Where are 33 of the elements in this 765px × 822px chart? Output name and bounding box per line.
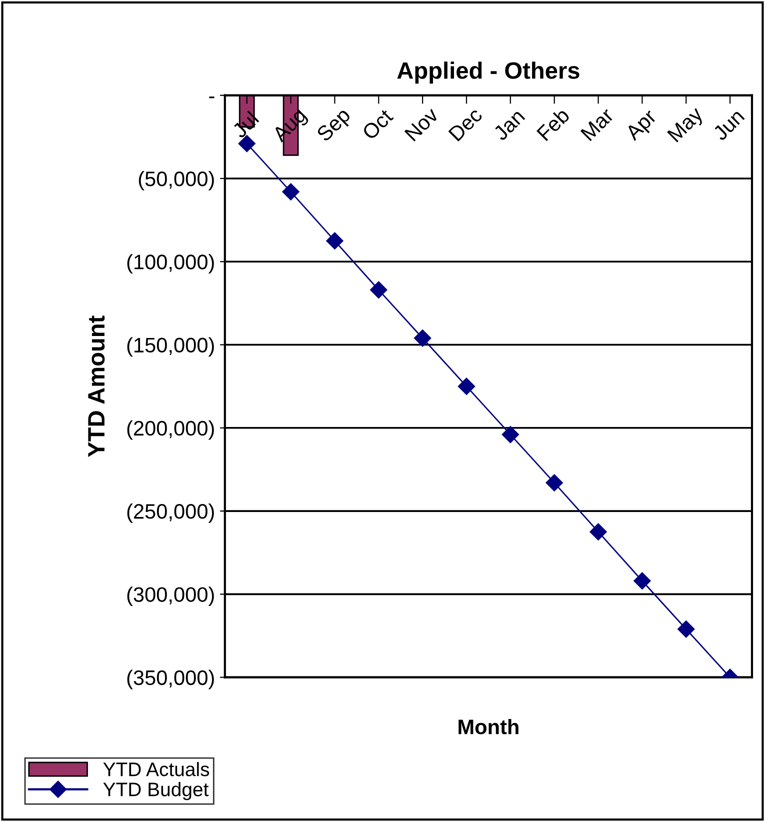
x-tick-label: Dec xyxy=(448,106,484,142)
chart-title: Applied - Others xyxy=(397,62,580,84)
x-tick-label: Nov xyxy=(404,106,440,142)
x-tick-label: Oct xyxy=(361,108,394,141)
x-tick-label: Apr xyxy=(624,108,660,144)
point xyxy=(502,426,519,444)
point xyxy=(326,232,344,250)
y-tick-label: (300,000) xyxy=(127,586,214,606)
legend-label: YTD Actuals xyxy=(103,762,210,776)
y-tick-label: - xyxy=(209,96,214,98)
x-tick-label: Sep xyxy=(316,106,354,146)
y-tick-label: (50,000) xyxy=(138,170,214,190)
y-tick-label: (150,000) xyxy=(127,337,214,357)
y-axis-title: YTD Amount xyxy=(88,316,105,457)
x-tick-label: Jun xyxy=(712,108,745,142)
point xyxy=(590,523,607,540)
point xyxy=(370,281,388,298)
x-axis-title: Month xyxy=(458,718,518,734)
point xyxy=(458,378,476,395)
x-tick-label: May xyxy=(667,106,707,146)
point xyxy=(414,330,432,347)
y-tick-label: (250,000) xyxy=(127,504,214,523)
y-tick-label: (350,000) xyxy=(127,670,214,690)
x-tick-label: Jan xyxy=(492,108,526,142)
point xyxy=(546,474,563,492)
y-tick-label: (200,000) xyxy=(127,420,214,440)
legend-label: YTD Budget xyxy=(103,782,209,800)
point xyxy=(634,572,651,590)
x-tick-label: Feb xyxy=(536,106,570,142)
y-tick-label: (100,000) xyxy=(127,254,214,274)
point xyxy=(282,183,300,200)
point xyxy=(678,620,695,638)
x-tick-label: Mar xyxy=(580,107,615,142)
